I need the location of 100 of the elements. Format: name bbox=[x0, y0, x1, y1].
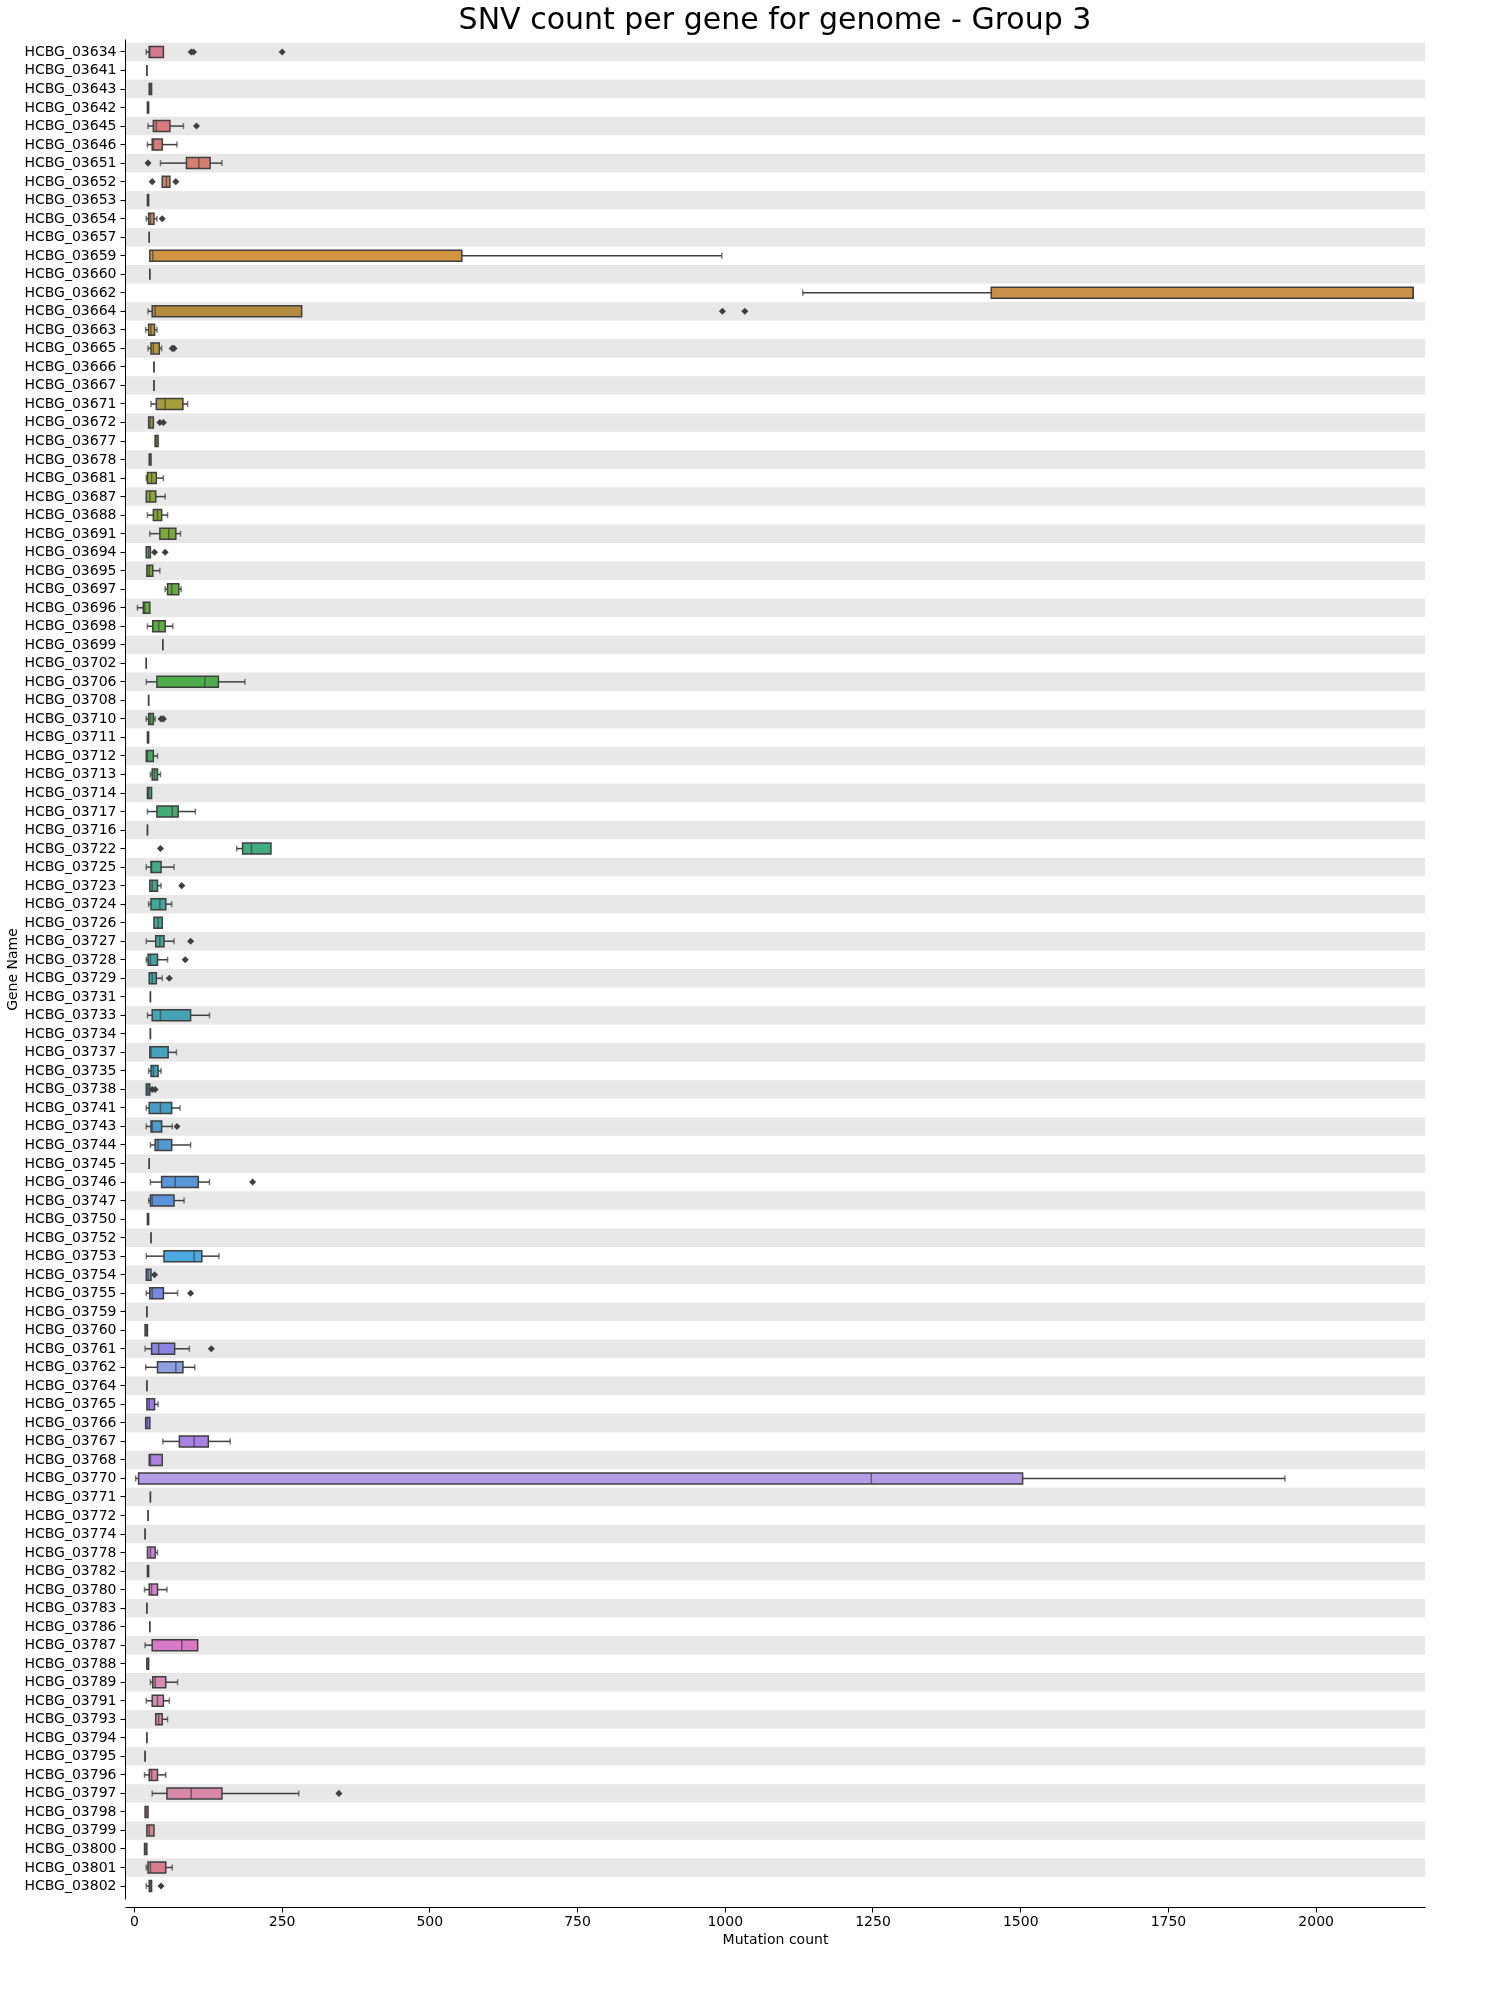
y-tick-label: HCBG_03643 bbox=[24, 80, 117, 97]
y-tick-label: HCBG_03746 bbox=[24, 1173, 117, 1190]
y-tick-label: HCBG_03729 bbox=[24, 969, 117, 986]
y-tick-label: HCBG_03789 bbox=[24, 1673, 117, 1690]
y-tick-label: HCBG_03702 bbox=[24, 654, 117, 671]
y-tick-label: HCBG_03755 bbox=[24, 1284, 117, 1301]
y-tick-label: HCBG_03731 bbox=[24, 987, 117, 1004]
y-tick-label: HCBG_03659 bbox=[24, 246, 117, 263]
y-tick-label: HCBG_03802 bbox=[24, 1877, 117, 1894]
x-tick-label: 250 bbox=[268, 1912, 296, 1929]
y-tick-label: HCBG_03708 bbox=[24, 691, 117, 708]
x-tick-label: 1000 bbox=[707, 1912, 744, 1929]
y-tick-label: HCBG_03691 bbox=[24, 524, 117, 541]
y-tick-label: HCBG_03738 bbox=[24, 1080, 117, 1097]
y-tick-label: HCBG_03745 bbox=[24, 1154, 117, 1171]
y-tick-label: HCBG_03733 bbox=[24, 1006, 117, 1023]
y-tick-label: HCBG_03642 bbox=[24, 98, 117, 115]
y-tick-label: HCBG_03699 bbox=[24, 635, 117, 652]
y-tick-label: HCBG_03771 bbox=[24, 1487, 117, 1504]
y-tick-label: HCBG_03712 bbox=[24, 746, 117, 763]
y-tick-label: HCBG_03737 bbox=[24, 1043, 117, 1060]
y-tick-label: HCBG_03734 bbox=[24, 1024, 117, 1041]
y-tick-label: HCBG_03743 bbox=[24, 1117, 117, 1134]
y-tick-label: HCBG_03681 bbox=[24, 469, 117, 486]
y-tick-label: HCBG_03653 bbox=[24, 191, 117, 208]
y-tick-label: HCBG_03687 bbox=[24, 487, 117, 504]
y-tick-label: HCBG_03714 bbox=[24, 784, 117, 800]
y-tick-label: HCBG_03782 bbox=[24, 1562, 117, 1579]
y-tick-label: HCBG_03646 bbox=[24, 135, 117, 152]
y-tick-label: HCBG_03677 bbox=[24, 432, 117, 449]
y-tick-label: HCBG_03678 bbox=[24, 450, 117, 467]
y-tick-label: HCBG_03688 bbox=[24, 506, 117, 523]
y-tick-label: HCBG_03750 bbox=[24, 1210, 117, 1227]
y-tick-label: HCBG_03788 bbox=[24, 1654, 117, 1671]
y-tick-label: HCBG_03697 bbox=[24, 580, 117, 597]
y-tick-label: HCBG_03774 bbox=[24, 1525, 117, 1542]
y-tick-label: HCBG_03753 bbox=[24, 1247, 117, 1264]
y-tick-label: HCBG_03651 bbox=[24, 154, 117, 171]
y-tick-label: HCBG_03722 bbox=[24, 839, 117, 856]
y-tick-label: HCBG_03794 bbox=[24, 1728, 117, 1745]
y-tick-label: HCBG_03735 bbox=[24, 1061, 117, 1078]
y-tick-label: HCBG_03663 bbox=[24, 320, 117, 337]
y-tick-label: HCBG_03710 bbox=[24, 709, 117, 726]
y-tick-label: HCBG_03641 bbox=[24, 61, 117, 78]
y-tick-label: HCBG_03797 bbox=[24, 1784, 117, 1801]
y-tick-label: HCBG_03664 bbox=[24, 302, 117, 319]
x-tick-label: 1500 bbox=[1002, 1912, 1039, 1929]
y-tick-label: HCBG_03795 bbox=[24, 1747, 117, 1764]
y-tick-label: HCBG_03760 bbox=[24, 1321, 117, 1338]
y-tick-label: HCBG_03786 bbox=[24, 1617, 117, 1634]
x-tick-label: 2000 bbox=[1298, 1912, 1334, 1929]
y-tick-label: HCBG_03800 bbox=[24, 1839, 117, 1856]
y-tick-label: HCBG_03657 bbox=[24, 228, 117, 245]
y-tick-label: HCBG_03645 bbox=[24, 117, 117, 134]
y-tick-label: HCBG_03767 bbox=[24, 1432, 117, 1449]
y-tick-label: HCBG_03796 bbox=[24, 1765, 117, 1782]
y-tick-label: HCBG_03761 bbox=[24, 1339, 117, 1356]
y-tick-label: HCBG_03711 bbox=[24, 728, 117, 745]
y-tick-label: HCBG_03665 bbox=[24, 339, 117, 356]
y-tick-label: HCBG_03727 bbox=[24, 932, 117, 949]
y-tick-label: HCBG_03762 bbox=[24, 1358, 117, 1375]
y-tick-label: HCBG_03723 bbox=[24, 876, 117, 893]
y-tick-label: HCBG_03793 bbox=[24, 1710, 117, 1727]
y-tick-label: HCBG_03654 bbox=[24, 209, 117, 226]
y-tick-label: HCBG_03783 bbox=[24, 1599, 117, 1616]
y-tick-label: HCBG_03728 bbox=[24, 950, 117, 967]
x-tick-label: 0 bbox=[129, 1912, 139, 1929]
y-tick-label: HCBG_03706 bbox=[24, 672, 117, 689]
x-tick-label: 1750 bbox=[1150, 1912, 1187, 1929]
y-tick-label: HCBG_03780 bbox=[24, 1580, 117, 1597]
y-tick-label: HCBG_03770 bbox=[24, 1469, 117, 1486]
y-tick-label: HCBG_03672 bbox=[24, 413, 117, 430]
y-tick-label: HCBG_03772 bbox=[24, 1506, 117, 1523]
y-tick-label: HCBG_03754 bbox=[24, 1265, 117, 1282]
chart-title: SNV count per gene for genome - Group 3 bbox=[458, 1, 1092, 36]
y-tick-label: HCBG_03667 bbox=[24, 376, 117, 393]
y-tick-label: HCBG_03765 bbox=[24, 1395, 117, 1412]
y-tick-label: HCBG_03726 bbox=[24, 913, 117, 930]
y-tick-label: HCBG_03725 bbox=[24, 858, 117, 875]
x-tick-label: 750 bbox=[564, 1912, 591, 1929]
y-tick-label: HCBG_03798 bbox=[24, 1802, 117, 1819]
y-tick-label: HCBG_03698 bbox=[24, 617, 117, 634]
y-tick-label: HCBG_03652 bbox=[24, 172, 117, 189]
x-tick-label: 500 bbox=[416, 1912, 444, 1929]
y-tick-label: HCBG_03744 bbox=[24, 1136, 117, 1152]
y-tick-label: HCBG_03717 bbox=[24, 802, 117, 819]
y-tick-label: HCBG_03747 bbox=[24, 1191, 117, 1208]
y-tick-label: HCBG_03662 bbox=[24, 283, 117, 300]
y-tick-label: HCBG_03764 bbox=[24, 1376, 117, 1393]
y-axis-title: Gene Name bbox=[4, 928, 21, 1011]
y-tick-label: HCBG_03787 bbox=[24, 1636, 117, 1653]
y-tick-label: HCBG_03752 bbox=[24, 1228, 117, 1245]
y-tick-label: HCBG_03791 bbox=[24, 1691, 117, 1708]
y-tick-label: HCBG_03695 bbox=[24, 561, 117, 578]
y-tick-label: HCBG_03716 bbox=[24, 821, 117, 838]
y-tick-label: HCBG_03634 bbox=[24, 42, 117, 59]
y-tick-label: HCBG_03799 bbox=[24, 1821, 117, 1838]
y-tick-label: HCBG_03766 bbox=[24, 1413, 117, 1430]
y-tick-label: HCBG_03671 bbox=[24, 394, 117, 411]
x-axis-title: Mutation count bbox=[722, 1930, 829, 1947]
